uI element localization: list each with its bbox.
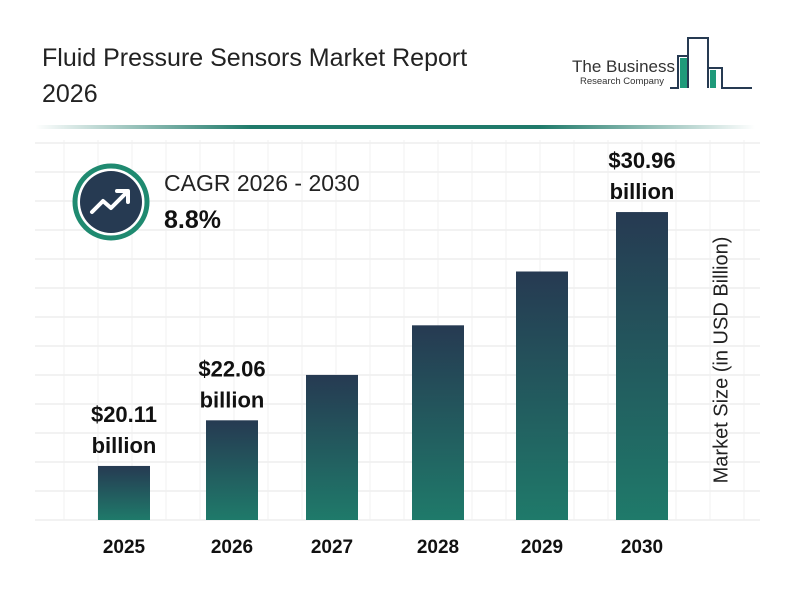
bar-2026 — [206, 420, 258, 520]
cagr-value: 8.8% — [164, 206, 221, 234]
bar-2027 — [306, 374, 358, 520]
cagr-label: CAGR 2026 - 2030 — [164, 170, 360, 196]
bar-2028 — [412, 325, 464, 520]
x-tick-label: 2027 — [311, 537, 353, 558]
x-tick-label: 2030 — [621, 537, 663, 558]
y-axis-label: Market Size (in USD Billion) — [710, 236, 733, 484]
page-title: Fluid Pressure Sensors Market Report 202… — [42, 44, 468, 108]
trending-up-icon — [72, 163, 150, 241]
data-label-unit: billion — [92, 433, 157, 458]
data-label-value: $22.06 — [198, 356, 265, 381]
bar-2029 — [516, 271, 568, 520]
data-label-value: $30.96 — [608, 148, 675, 173]
x-tick-label: 2028 — [417, 537, 459, 558]
bar-2025 — [98, 465, 150, 520]
x-tick-label: 2025 — [103, 537, 146, 558]
data-label-value: $20.11 — [91, 402, 157, 427]
svg-text:The Business: The Business — [572, 57, 675, 76]
bar-2030 — [616, 212, 668, 520]
x-tick-label: 2026 — [211, 537, 253, 558]
svg-text:Research Company: Research Company — [580, 76, 664, 87]
data-label-unit: billion — [200, 387, 265, 412]
company-logo: The Business Research Company — [572, 37, 752, 89]
x-tick-label: 2029 — [521, 537, 563, 558]
data-label-unit: billion — [610, 179, 675, 204]
header-divider — [35, 125, 755, 129]
